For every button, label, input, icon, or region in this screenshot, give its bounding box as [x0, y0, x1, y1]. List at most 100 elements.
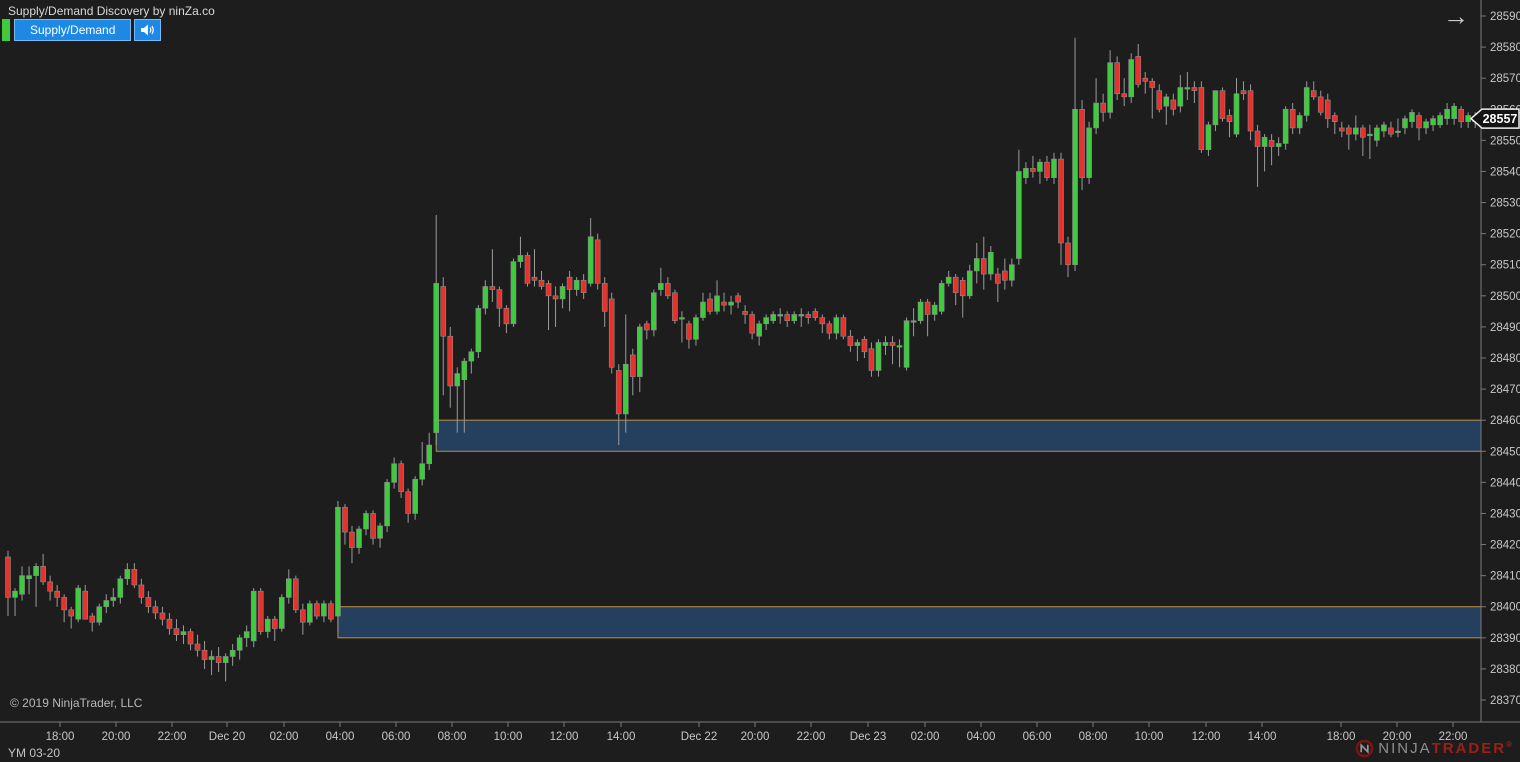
candle-body: [124, 569, 131, 580]
candle: [1458, 106, 1464, 128]
candle-body: [33, 566, 39, 576]
candle-body: [1240, 90, 1247, 95]
candle-body: [1388, 127, 1394, 135]
candle: [1219, 87, 1226, 122]
candle: [952, 274, 959, 306]
brand-reg: ®: [1506, 740, 1512, 749]
candle: [1395, 118, 1401, 138]
candle: [419, 441, 425, 486]
candle-body: [384, 482, 390, 527]
time-axis[interactable]: 18:00 20:00 22:00 Dec 20 02:00 04:00 06:00 08:0…: [46, 722, 1468, 743]
candle: [264, 616, 271, 638]
candle: [819, 314, 826, 334]
candle: [917, 298, 924, 324]
candle: [1016, 149, 1022, 265]
candle: [187, 628, 194, 651]
candle-body: [454, 373, 461, 387]
price-tick-label: 28500: [1490, 291, 1520, 303]
ninjatrader-logo-icon: [1355, 739, 1374, 758]
candle-body: [644, 323, 650, 331]
candle-body: [363, 513, 369, 530]
candle: [384, 479, 390, 533]
candle-body: [405, 491, 411, 514]
candle: [166, 612, 173, 635]
candle: [496, 286, 503, 327]
candle-body: [215, 656, 222, 663]
candle-body: [447, 335, 454, 387]
candle-body: [1303, 87, 1310, 116]
candle-body: [271, 618, 278, 629]
price-axis[interactable]: 2859028580285702856028550285402853028520…: [1481, 11, 1520, 707]
candle-body: [194, 643, 201, 651]
time-tick-label: 20:00: [741, 731, 770, 743]
candle: [5, 550, 11, 617]
candle: [945, 270, 952, 287]
time-tick-label: 20:00: [102, 731, 131, 743]
candle: [545, 280, 552, 331]
candle-body: [545, 283, 552, 297]
price-tick-label: 28430: [1490, 508, 1520, 520]
candle: [707, 292, 713, 315]
speaker-icon: [140, 24, 154, 36]
price-tick-label: 28420: [1490, 540, 1520, 552]
candle: [440, 277, 447, 396]
candle: [447, 326, 454, 408]
candle: [882, 336, 889, 355]
candle-body: [201, 649, 208, 660]
candle-body: [770, 314, 776, 321]
candles-layer: [5, 37, 1478, 682]
candle-body: [1149, 80, 1156, 88]
candle: [1339, 121, 1345, 138]
candle: [594, 233, 601, 290]
candle: [552, 286, 559, 327]
candle-body: [531, 276, 538, 281]
candle-body: [468, 351, 475, 362]
candle-body: [1317, 96, 1324, 113]
candle: [1156, 84, 1163, 113]
candle: [1233, 78, 1240, 138]
candle-body: [798, 314, 805, 317]
candle: [391, 457, 397, 489]
candle: [1416, 112, 1422, 141]
candle-body: [1289, 108, 1296, 129]
candle-body: [440, 286, 447, 337]
candle: [1114, 56, 1120, 100]
candle: [377, 522, 383, 548]
candle-body: [917, 301, 924, 321]
candle: [1409, 109, 1415, 128]
brand-ninja: NINJA: [1378, 740, 1432, 757]
candle-body: [707, 298, 713, 312]
scroll-to-latest-arrow-icon[interactable]: →: [1443, 1, 1469, 31]
candle: [728, 295, 734, 315]
candle-body: [1023, 168, 1029, 178]
supply-demand-button[interactable]: Supply/Demand: [14, 19, 132, 41]
candle-body: [75, 587, 81, 620]
candle: [278, 594, 285, 632]
candle-body: [945, 276, 952, 284]
candle-body: [236, 637, 243, 651]
price-tick-label: 28480: [1490, 353, 1520, 365]
candle: [1037, 159, 1043, 184]
candle: [173, 619, 180, 641]
candle: [159, 606, 166, 626]
candle: [1346, 124, 1352, 150]
candle: [47, 575, 53, 601]
candle: [1128, 53, 1134, 104]
candle: [686, 320, 692, 349]
candle-body: [826, 323, 833, 334]
candle-body: [278, 597, 285, 629]
candle: [651, 289, 657, 337]
candle: [194, 634, 201, 657]
price-tick-label: 28570: [1490, 73, 1520, 85]
candle: [931, 302, 938, 321]
candle-body: [250, 590, 257, 642]
last-price-tag: [1469, 108, 1520, 129]
candle-body: [1184, 87, 1191, 90]
candle-body: [1261, 136, 1268, 147]
candle-body: [573, 279, 580, 290]
candle: [777, 308, 784, 324]
candle-body: [735, 295, 741, 303]
sound-alert-button[interactable]: [134, 19, 162, 41]
